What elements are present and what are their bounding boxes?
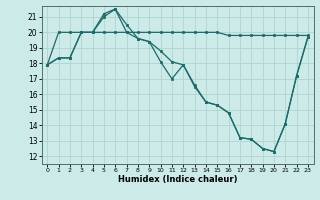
X-axis label: Humidex (Indice chaleur): Humidex (Indice chaleur) — [118, 175, 237, 184]
